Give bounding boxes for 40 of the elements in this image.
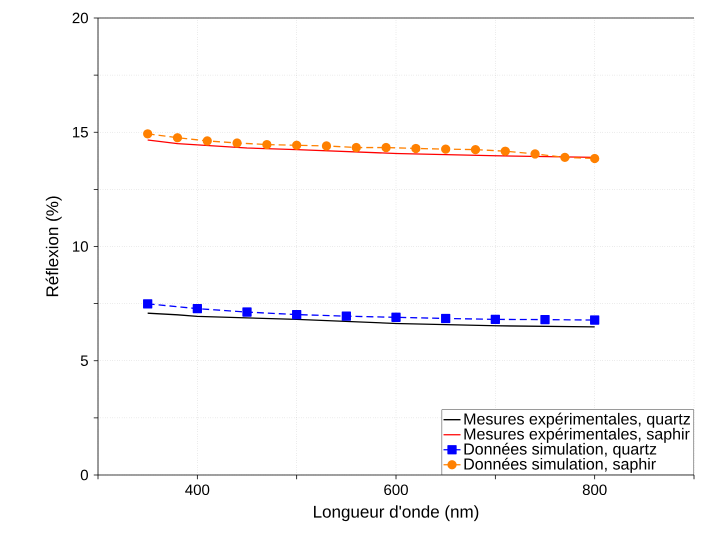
point [490, 314, 500, 324]
point [202, 136, 212, 146]
point [530, 149, 540, 159]
point [232, 138, 242, 148]
point [441, 314, 450, 324]
x-tick-label: 600 [384, 484, 408, 496]
point [560, 152, 570, 162]
legend-label: Mesures expérimentales, quartz [464, 412, 690, 428]
point [381, 142, 391, 152]
point [342, 312, 351, 321]
point [391, 312, 401, 322]
point [590, 315, 600, 325]
y-axis-title: Réflexion (%) [46, 196, 62, 296]
point [143, 299, 152, 308]
y-tick-label: 5 [80, 356, 88, 366]
point [292, 310, 302, 320]
point [172, 133, 182, 142]
y-tick-label: 10 [73, 241, 88, 252]
x-tick-label: 800 [582, 484, 607, 496]
legend-label: Mesures expérimentales, saphir [464, 428, 690, 443]
x-axis-title: Longueur d'onde (nm) [314, 505, 478, 522]
legend-label: Données simulation, saphir [464, 458, 656, 473]
point [352, 142, 361, 152]
point [242, 307, 252, 317]
point [411, 144, 421, 154]
point [470, 144, 480, 154]
point [540, 314, 550, 324]
point [590, 154, 600, 164]
y-tick-label: 20 [72, 12, 88, 24]
point [322, 141, 332, 151]
y-tick-label: 15 [73, 127, 88, 138]
y-tick-label: 0 [80, 470, 88, 480]
point [192, 304, 202, 314]
point [143, 129, 152, 138]
point [441, 144, 450, 154]
legend-label: Données simulation, quartz [464, 442, 656, 458]
point [292, 140, 302, 150]
x-tick-label: 400 [185, 484, 210, 496]
point [262, 140, 272, 150]
point [500, 146, 510, 156]
